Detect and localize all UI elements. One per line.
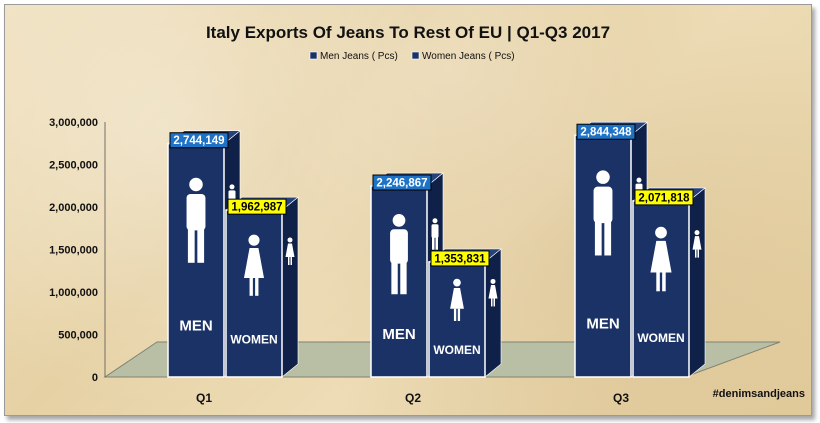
woman-icon-dress xyxy=(650,240,672,273)
side-figure-icon-head xyxy=(432,218,438,224)
side-figure-icon-dress xyxy=(692,236,702,250)
man-icon-torso xyxy=(593,186,613,224)
watermark: #denimsandjeans xyxy=(713,388,805,400)
bar-panel-text: WOMEN xyxy=(230,333,277,347)
legend-men-label: Men Jeans ( Pcs) xyxy=(320,51,398,62)
y-tick-label: 2,500,000 xyxy=(49,160,98,172)
chart-title: Italy Exports Of Jeans To Rest Of EU | Q… xyxy=(206,23,610,42)
y-tick-label: 1,500,000 xyxy=(49,245,98,257)
side-figure-icon-head xyxy=(229,184,235,190)
legend-men-swatch xyxy=(309,51,318,60)
side-figure-icon-torso xyxy=(431,224,439,238)
data-label-box xyxy=(576,123,636,140)
bar-q3-women: WOMEN 2,071,818 xyxy=(632,187,706,378)
man-icon-torso xyxy=(390,229,408,264)
data-label: 2,071,818 xyxy=(638,192,690,204)
bar-side-face xyxy=(484,248,502,378)
bar-side-face xyxy=(688,187,706,378)
woman-icon-leg-left xyxy=(453,308,457,321)
side-figure-icon-leg-right xyxy=(697,249,699,258)
woman-icon-leg-left xyxy=(249,278,253,296)
man-icon-leg-right xyxy=(197,227,205,263)
woman-icon-head xyxy=(453,278,461,287)
bar-side-face xyxy=(281,196,299,378)
x-tick-label: Q1 xyxy=(196,391,212,405)
woman-icon-leg-left xyxy=(656,272,660,292)
man-icon-head xyxy=(189,177,203,192)
woman-icon-head xyxy=(248,234,260,246)
side-figure-icon-leg-left xyxy=(288,257,290,266)
side-figure-icon-leg-left xyxy=(491,298,493,307)
woman-icon-head xyxy=(655,226,667,239)
data-label-box xyxy=(634,189,694,206)
x-tick-label: Q3 xyxy=(613,391,629,405)
bar-q2-women: WOMEN 1,353,831 xyxy=(428,248,502,378)
woman-icon-dress xyxy=(450,288,464,309)
man-icon-head xyxy=(392,214,406,227)
side-figure-icon xyxy=(285,237,295,266)
data-label-box xyxy=(430,250,490,267)
bar-panel-text: WOMEN xyxy=(637,331,684,345)
side-figure-icon xyxy=(692,230,702,258)
data-label: 2,844,348 xyxy=(580,127,632,139)
side-figure-icon-leg-right xyxy=(435,236,438,250)
woman-icon-leg-right xyxy=(457,308,461,321)
data-label: 2,744,149 xyxy=(173,135,224,147)
woman-icon-dress xyxy=(243,247,265,279)
data-label: 2,246,867 xyxy=(376,178,427,190)
side-figure-icon-dress xyxy=(285,243,295,258)
woman-icon xyxy=(650,226,672,292)
man-icon xyxy=(593,170,613,256)
side-figure-icon xyxy=(431,218,439,250)
y-axis: 0 500,000 1,000,000 1,500,000 2,000,000 2,500… xyxy=(49,117,98,384)
bar-panel-text: MEN xyxy=(382,326,415,343)
chart-svg: Italy Exports Of Jeans To Rest Of EU | Q… xyxy=(49,23,805,405)
man-icon-leg-right xyxy=(400,261,407,295)
bar-series: MEN 2,744,149 WOMEN 1,962,987 MEN 2,246,867 WO… xyxy=(167,121,706,378)
side-figure-icon xyxy=(488,278,498,307)
side-figure-icon-dress xyxy=(488,284,498,299)
legend-women-label: Women Jeans ( Pcs) xyxy=(422,51,515,62)
data-label-box xyxy=(169,132,229,149)
y-tick-label: 0 xyxy=(92,372,98,384)
y-tick-label: 1,000,000 xyxy=(49,287,98,299)
bar-q1-women: WOMEN 1,962,987 xyxy=(225,196,299,378)
man-icon xyxy=(186,177,206,263)
data-label: 1,353,831 xyxy=(434,253,486,265)
data-label-box xyxy=(372,174,432,191)
bar-panel-text: MEN xyxy=(179,317,212,334)
side-figure-icon-head xyxy=(490,278,496,284)
data-label: 1,962,987 xyxy=(231,202,282,214)
chart-frame: Italy Exports Of Jeans To Rest Of EU | Q… xyxy=(4,4,812,416)
side-figure-icon-leg-left xyxy=(432,236,435,250)
side-figure-icon-head xyxy=(636,177,642,183)
man-icon-leg-left xyxy=(391,261,398,295)
legend-women-swatch xyxy=(411,51,420,60)
woman-icon-leg-right xyxy=(255,278,259,296)
x-tick-label: Q2 xyxy=(405,391,421,405)
man-icon-torso xyxy=(186,193,206,231)
side-figure-icon-head xyxy=(694,230,700,236)
side-figure-icon-leg-left xyxy=(695,249,697,258)
y-tick-label: 3,000,000 xyxy=(49,117,98,129)
legend: Men Jeans ( Pcs) Women Jeans ( Pcs) xyxy=(309,51,515,62)
x-axis: Q1 Q2 Q3 xyxy=(196,391,629,405)
man-icon xyxy=(390,214,408,295)
bar-panel-text: MEN xyxy=(586,316,619,333)
y-tick-label: 500,000 xyxy=(58,330,98,342)
bar-panel-text: WOMEN xyxy=(433,343,480,357)
man-icon-leg-left xyxy=(187,227,195,263)
woman-icon-leg-right xyxy=(662,272,666,292)
side-figure-icon-head xyxy=(287,237,293,243)
man-icon-head xyxy=(596,170,610,184)
woman-icon xyxy=(243,234,265,296)
y-tick-label: 2,000,000 xyxy=(49,202,98,214)
side-figure-icon-leg-right xyxy=(290,257,292,266)
woman-icon xyxy=(450,278,464,321)
side-figure-icon-leg-right xyxy=(493,298,495,307)
data-label-box xyxy=(227,198,287,215)
man-icon-leg-left xyxy=(594,220,602,256)
man-icon-leg-right xyxy=(604,220,612,256)
